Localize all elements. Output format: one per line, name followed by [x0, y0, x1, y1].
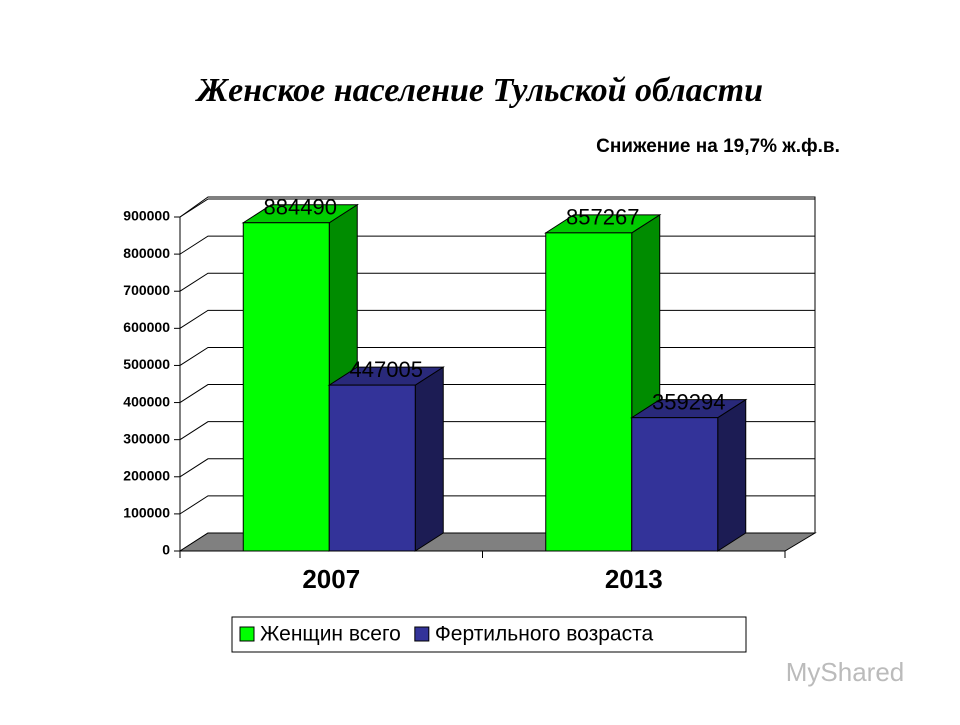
watermark: MyShared [786, 657, 905, 687]
y-tick-label: 800000 [123, 245, 170, 261]
bar [328, 384, 416, 552]
y-tick-label: 100000 [123, 505, 170, 521]
y-tick-label: 300000 [123, 430, 170, 446]
y-tick-label: 700000 [123, 282, 170, 298]
y-tick-label: 900000 [123, 208, 170, 224]
legend-box [231, 616, 747, 653]
y-tick-label: 600000 [123, 319, 170, 335]
chart-subtitle: Снижение на 19,7% ж.ф.в. [596, 136, 840, 157]
value-label: 857267 [566, 205, 639, 230]
legend-swatch [414, 626, 430, 642]
bar-side [717, 398, 747, 552]
y-tick-label: 500000 [123, 356, 170, 372]
legend-label: Женщин всего [260, 623, 401, 646]
legend-label: Фертильного возраста [435, 623, 654, 646]
x-tick-label: 2013 [605, 564, 663, 594]
value-label: 884490 [264, 195, 337, 220]
bar [631, 417, 719, 552]
value-label: 447005 [350, 357, 423, 382]
grid-line [179, 198, 815, 218]
y-tick-label: 200000 [123, 467, 170, 483]
legend-swatch [239, 626, 255, 642]
x-tick-label: 2007 [302, 564, 360, 594]
bar [545, 232, 633, 552]
y-tick-label: 0 [162, 542, 170, 558]
bar [242, 222, 330, 552]
value-label: 359294 [652, 389, 725, 414]
chart-title: Женское население Тульской области [195, 72, 763, 109]
bar-side [414, 366, 444, 552]
y-tick-label: 400000 [123, 393, 170, 409]
